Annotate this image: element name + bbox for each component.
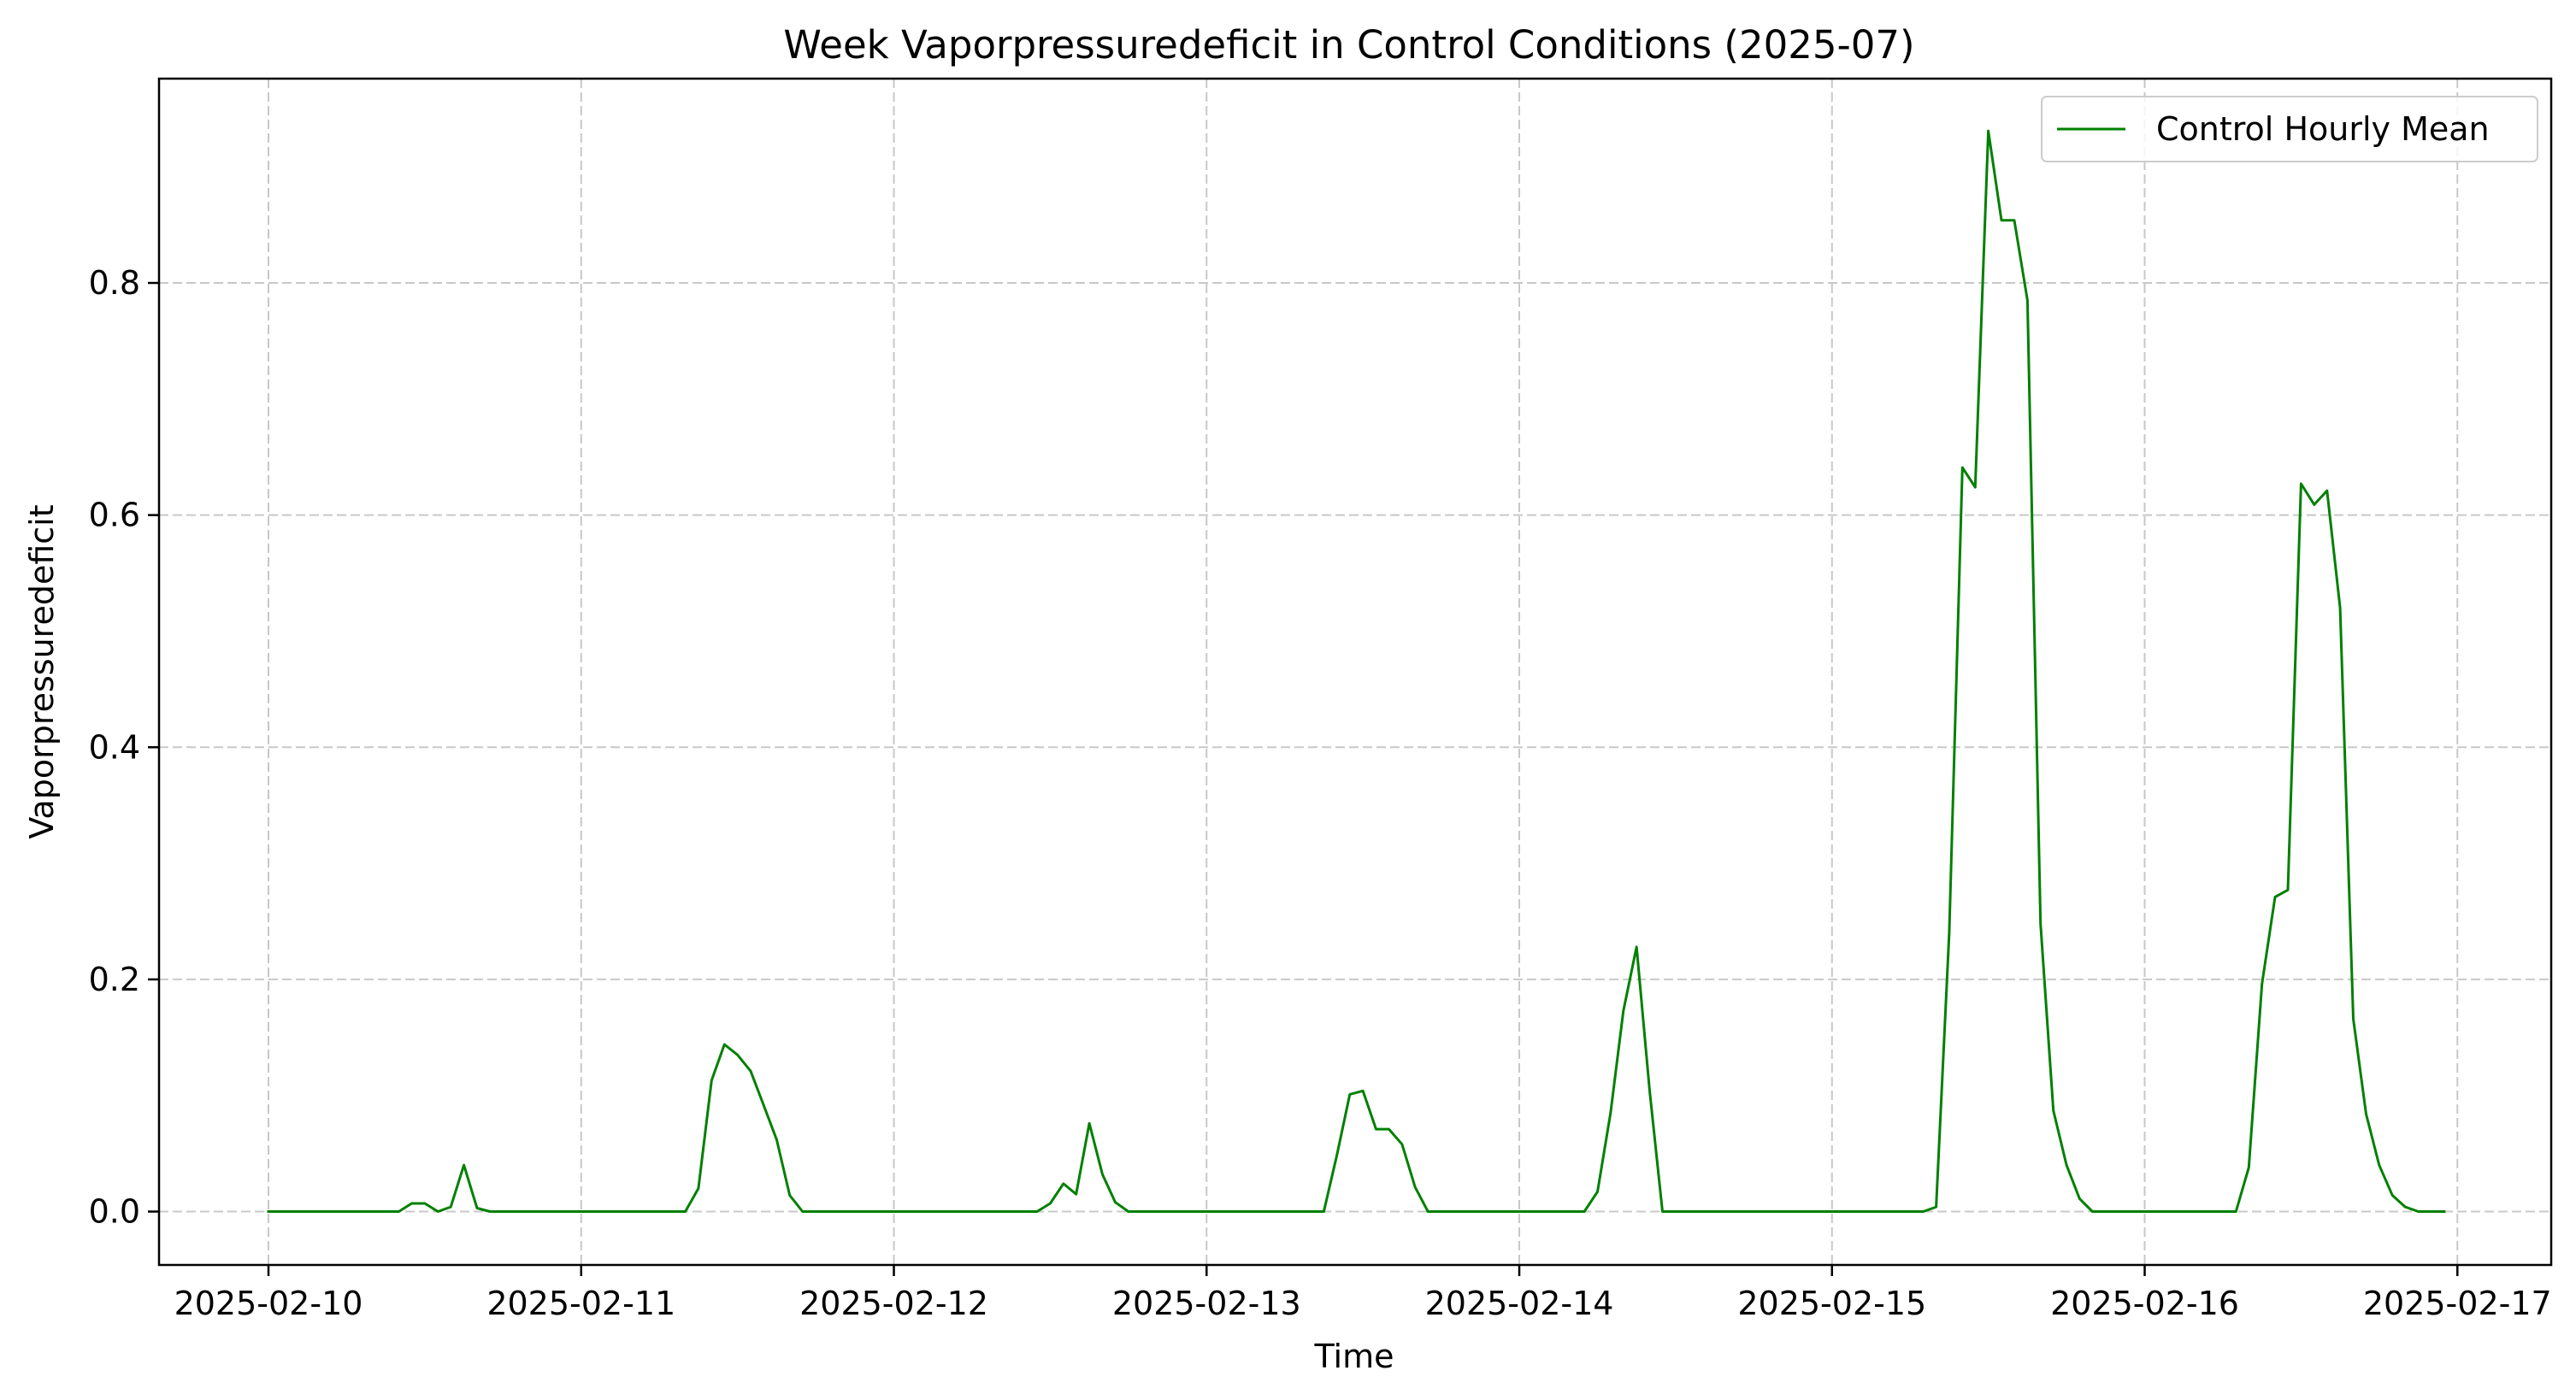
y-tick-label: 0.8 [89,264,140,302]
x-tick-label: 2025-02-10 [174,1285,363,1322]
x-tick-label: 2025-02-15 [1737,1285,1926,1322]
series-layer [267,129,2446,1213]
y-tick-label: 0.6 [89,497,140,534]
x-tick-label: 2025-02-16 [2050,1285,2239,1322]
x-tick-label: 2025-02-11 [486,1285,675,1322]
x-tick-label: 2025-02-13 [1112,1285,1301,1322]
y-tick-label: 0.0 [89,1193,140,1231]
y-tick-label: 0.2 [89,961,140,998]
x-tick-label: 2025-02-17 [2363,1285,2552,1322]
x-tick-label: 2025-02-14 [1425,1285,1614,1322]
x-tick-label: 2025-02-12 [799,1285,988,1322]
legend-label: Control Hourly Mean [2156,110,2490,148]
legend-box [2041,96,2538,162]
x-axis: 2025-02-10 2025-02-11 2025-02-12 2025-02-13… [174,1265,2552,1322]
legend: Control Hourly Mean [2041,96,2538,162]
x-axis-label: Time [1314,1338,1394,1375]
grid [159,79,2551,1265]
plot-frame [157,77,2553,1267]
y-axis-label: Vaporpressuredeficit [23,504,61,838]
y-tick-label: 0.4 [89,728,140,766]
series-line-0 [267,129,2446,1213]
y-axis: 0.0 0.2 0.4 0.6 0.8 [89,264,159,1231]
chart-title: Week Vaporpressuredeficit in Control Con… [783,22,1914,68]
